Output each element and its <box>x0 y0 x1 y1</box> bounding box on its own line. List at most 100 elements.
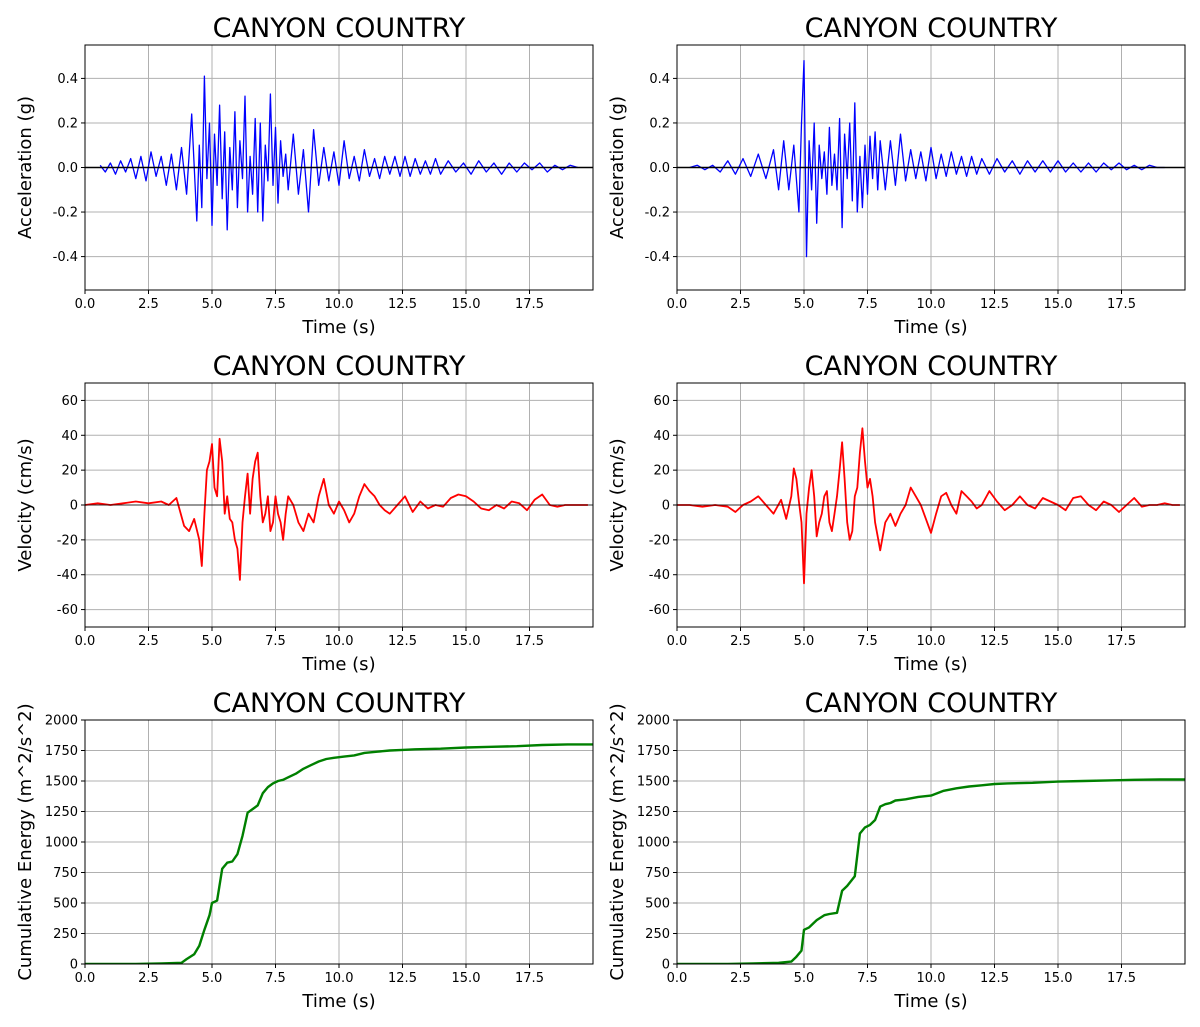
y-tick-label: 0.2 <box>57 116 78 131</box>
y-tick-label: 0 <box>662 958 670 973</box>
y-tick-label: 20 <box>653 464 670 479</box>
x-tick-label: 15.0 <box>1044 297 1073 312</box>
x-axis-label: Time (s) <box>893 991 967 1012</box>
y-tick-label: 2000 <box>637 714 670 729</box>
x-tick-label: 7.5 <box>265 634 286 649</box>
axes-frame <box>84 719 594 965</box>
x-tick-label: 2.5 <box>138 634 159 649</box>
x-tick-label: 5.0 <box>794 971 815 986</box>
subplot-5: 0.0 2.5 5.0 7.5 10.0 12.5 15.0 17.5 0 250 500 750 10… <box>15 688 594 1012</box>
chart-title: CANYON COUNTRY <box>805 351 1058 382</box>
x-tick-label: 12.5 <box>980 971 1009 986</box>
x-tick-label: 0.0 <box>667 297 688 312</box>
y-axis-label: Acceleration (g) <box>607 96 628 239</box>
y-tick-label: 0 <box>70 958 78 973</box>
x-axis-label: Time (s) <box>893 317 967 338</box>
x-tick-label: 17.5 <box>515 971 544 986</box>
x-axis-label: Time (s) <box>301 991 375 1012</box>
x-tick-label: 15.0 <box>1044 971 1073 986</box>
y-tick-label: -40 <box>57 568 78 583</box>
subplot-4: 0.0 2.5 5.0 7.5 10.0 12.5 15.0 17.5 -60 -40 -20 0 20… <box>607 351 1186 675</box>
y-tick-label: 0.4 <box>57 72 78 87</box>
x-tick-label: 2.5 <box>730 971 751 986</box>
x-tick-label: 0.0 <box>75 971 96 986</box>
y-tick-label: 750 <box>53 866 78 881</box>
y-tick-label: 40 <box>653 429 670 444</box>
x-tick-label: 17.5 <box>1107 971 1136 986</box>
y-tick-label: -0.2 <box>645 206 670 221</box>
y-tick-label: 0.0 <box>649 161 670 176</box>
y-tick-label: 60 <box>653 394 670 409</box>
series-line <box>85 437 588 581</box>
y-tick-label: 1750 <box>45 744 78 759</box>
x-tick-label: 12.5 <box>388 971 417 986</box>
series-line <box>85 743 593 964</box>
y-tick-label: 60 <box>61 394 78 409</box>
y-tick-label: 40 <box>61 429 78 444</box>
y-tick-label: 1750 <box>637 744 670 759</box>
x-tick-label: 15.0 <box>452 634 481 649</box>
x-tick-label: 0.0 <box>667 971 688 986</box>
y-tick-label: 0 <box>70 499 78 514</box>
x-tick-label: 12.5 <box>388 297 417 312</box>
x-tick-label: 12.5 <box>980 297 1009 312</box>
x-tick-label: 10.0 <box>325 634 354 649</box>
y-tick-label: 20 <box>61 464 78 479</box>
y-tick-label: 1000 <box>637 836 670 851</box>
x-tick-label: 7.5 <box>857 297 878 312</box>
y-tick-label: 0.4 <box>649 72 670 87</box>
y-tick-label: 500 <box>53 897 78 912</box>
x-tick-label: 10.0 <box>917 971 946 986</box>
series-line <box>689 59 1165 258</box>
x-tick-label: 12.5 <box>388 634 417 649</box>
y-axis-label: Cumulative Energy (m^2/s^2) <box>15 703 36 980</box>
x-tick-label: 5.0 <box>202 971 223 986</box>
subplot-3: 0.0 2.5 5.0 7.5 10.0 12.5 15.0 17.5 -60 -40 -20 0 20… <box>15 351 594 675</box>
x-tick-label: 10.0 <box>917 634 946 649</box>
x-tick-label: 5.0 <box>794 297 815 312</box>
y-tick-label: 0 <box>662 499 670 514</box>
x-tick-label: 2.5 <box>138 297 159 312</box>
subplot-6: 0.0 2.5 5.0 7.5 10.0 12.5 15.0 17.5 0 250 500 750 10… <box>607 688 1186 1012</box>
x-tick-label: 0.0 <box>75 634 96 649</box>
x-axis-label: Time (s) <box>893 654 967 675</box>
x-tick-label: 17.5 <box>1107 297 1136 312</box>
axes-frame <box>84 44 594 291</box>
y-axis-label: Acceleration (g) <box>15 96 36 239</box>
chart-title: CANYON COUNTRY <box>805 688 1058 719</box>
x-axis-label: Time (s) <box>301 317 375 338</box>
y-tick-label: 1500 <box>45 775 78 790</box>
y-tick-label: -20 <box>57 533 78 548</box>
x-tick-label: 17.5 <box>1107 634 1136 649</box>
y-tick-label: 750 <box>645 866 670 881</box>
x-tick-label: 2.5 <box>730 297 751 312</box>
y-tick-label: 0.2 <box>649 116 670 131</box>
y-tick-label: -0.2 <box>53 206 78 221</box>
axes-frame <box>676 44 1186 291</box>
y-tick-label: 1000 <box>45 836 78 851</box>
y-axis-label: Cumulative Energy (m^2/s^2) <box>607 703 628 980</box>
x-tick-label: 7.5 <box>265 971 286 986</box>
y-tick-label: -60 <box>649 603 670 618</box>
x-tick-label: 5.0 <box>202 634 223 649</box>
y-tick-label: 250 <box>53 927 78 942</box>
subplot-2: 0.0 2.5 5.0 7.5 10.0 12.5 15.0 17.5 -0.4 -0.2 0.0 0… <box>607 13 1186 338</box>
y-tick-label: 0.0 <box>57 161 78 176</box>
series-line <box>677 427 1180 585</box>
axes-frame <box>84 382 594 628</box>
x-tick-label: 7.5 <box>857 634 878 649</box>
y-tick-label: -20 <box>649 533 670 548</box>
x-tick-label: 2.5 <box>730 634 751 649</box>
chart-title: CANYON COUNTRY <box>805 13 1058 44</box>
y-axis-label: Velocity (cm/s) <box>15 438 36 571</box>
y-axis-label: Velocity (cm/s) <box>607 438 628 571</box>
x-tick-label: 5.0 <box>794 634 815 649</box>
axes-frame <box>676 382 1186 628</box>
y-tick-label: 500 <box>645 897 670 912</box>
x-tick-label: 2.5 <box>138 971 159 986</box>
x-axis-label: Time (s) <box>301 654 375 675</box>
y-tick-label: -0.4 <box>53 250 78 265</box>
x-tick-label: 0.0 <box>75 297 96 312</box>
y-tick-label: 1250 <box>637 805 670 820</box>
